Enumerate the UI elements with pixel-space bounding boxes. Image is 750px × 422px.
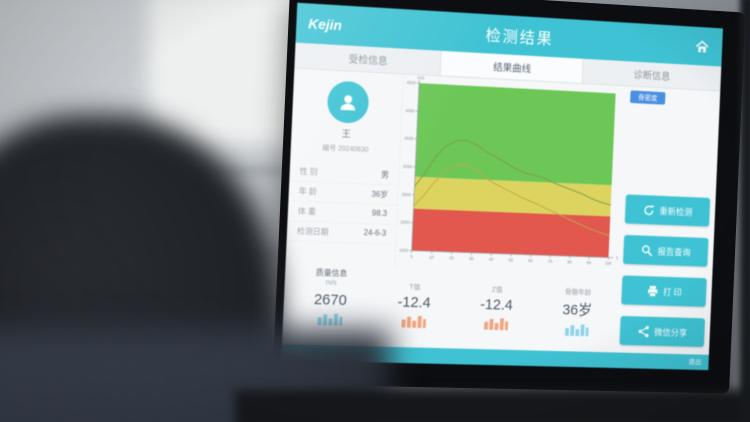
svg-text:3000: 3000 <box>403 164 413 169</box>
avatar <box>326 80 370 125</box>
svg-text:20: 20 <box>449 255 454 260</box>
background-right <box>740 0 750 422</box>
person-icon <box>339 95 355 111</box>
home-button[interactable] <box>658 37 722 55</box>
row-value: 98.3 <box>371 208 388 219</box>
action-buttons: 重新检测 报告查询 打 印 <box>619 194 711 348</box>
svg-text:100: 100 <box>605 261 612 266</box>
share-icon <box>638 325 649 337</box>
stat-value: -12.4 <box>479 296 514 314</box>
button-label: 重新检测 <box>659 205 693 217</box>
share-button[interactable]: 微信分享 <box>619 315 706 348</box>
refresh-icon <box>643 203 655 216</box>
row-label: 体 重 <box>297 206 317 217</box>
svg-text:2500: 2500 <box>402 192 412 197</box>
svg-text:2000: 2000 <box>400 220 410 225</box>
svg-text:50: 50 <box>509 257 514 262</box>
button-label: 报告查询 <box>657 246 691 258</box>
home-icon <box>695 39 710 53</box>
svg-text:30: 30 <box>469 256 474 261</box>
stat-bone-age: 骨骼年龄 36岁 <box>535 273 619 353</box>
stat-value: -12.4 <box>397 293 432 312</box>
patient-name: 王 <box>341 128 351 140</box>
svg-text:4000: 4000 <box>405 108 415 113</box>
row-value: 男 <box>380 170 390 180</box>
bar-chart-icon <box>317 313 343 326</box>
screen: Kejin 检测结果 受检信息 结果曲线 诊断信息 <box>281 2 723 371</box>
bar-chart-icon <box>484 318 509 331</box>
monitor: Kejin 检测结果 受检信息 结果曲线 诊断信息 <box>272 0 746 394</box>
patient-row: 检测日期 24-6-3 <box>286 221 397 246</box>
svg-text:90: 90 <box>587 260 592 265</box>
footer-right-text[interactable]: 退出 <box>688 359 702 367</box>
stat-label: Z值 <box>491 286 503 294</box>
patient-panel: 王 编号 20240630 性 别 男 年 龄 36岁 体 重 98.3 <box>285 68 404 268</box>
stat-sos: 质量信息 m/s 2670 <box>286 264 374 346</box>
result-chart-panel: 0 10 20 30 40 50 60 70 80 90 100 1500 2000 2500 3000 35… <box>395 74 625 275</box>
svg-text:60: 60 <box>528 258 533 263</box>
stat-label: m/s <box>325 279 337 287</box>
patient-rows: 性 别 男 年 龄 36岁 体 重 98.3 检测日期 24-6-3 <box>286 161 399 246</box>
svg-text:40: 40 <box>489 257 494 262</box>
svg-text:m/s: m/s <box>417 75 425 80</box>
bar-chart-icon <box>401 315 426 329</box>
svg-text:0: 0 <box>410 254 413 259</box>
bar-chart-icon <box>564 324 589 337</box>
svg-text:4500: 4500 <box>407 80 417 85</box>
svg-text:岁: 岁 <box>616 255 620 262</box>
search-icon <box>641 244 653 257</box>
row-label: 性 别 <box>299 166 318 177</box>
row-label: 年 龄 <box>298 186 317 197</box>
button-label: 打 印 <box>662 286 682 298</box>
stat-z-score: Z值 -12.4 <box>454 270 539 351</box>
stat-value: 36岁 <box>562 301 593 319</box>
stats-row: 质量信息 m/s 2670 T值 -12.4 <box>286 264 619 352</box>
stat-label: T值 <box>409 284 421 292</box>
row-label: 检测日期 <box>296 226 329 237</box>
retest-button[interactable]: 重新检测 <box>624 194 711 227</box>
report-search-button[interactable]: 报告查询 <box>623 234 709 267</box>
svg-text:1500: 1500 <box>399 248 409 253</box>
app-logo: Kejin <box>307 15 343 34</box>
print-button[interactable]: 打 印 <box>621 275 707 307</box>
svg-text:70: 70 <box>548 259 553 264</box>
stat-value: 2670 <box>313 291 348 309</box>
button-label: 微信分享 <box>653 327 688 338</box>
row-value: 36岁 <box>371 189 389 200</box>
svg-text:10: 10 <box>429 255 434 260</box>
result-chart: 0 10 20 30 40 50 60 70 80 90 100 1500 2000 2500 3000 35… <box>399 75 620 266</box>
printer-icon <box>647 285 658 297</box>
legend-chip[interactable]: 骨密度 <box>630 90 666 105</box>
stat-label: 骨骼年龄 <box>564 289 592 297</box>
row-value: 24-6-3 <box>363 228 387 238</box>
svg-text:3500: 3500 <box>404 136 414 141</box>
svg-text:80: 80 <box>567 259 572 264</box>
desk <box>235 390 750 422</box>
patient-id: 编号 20240630 <box>322 144 369 154</box>
